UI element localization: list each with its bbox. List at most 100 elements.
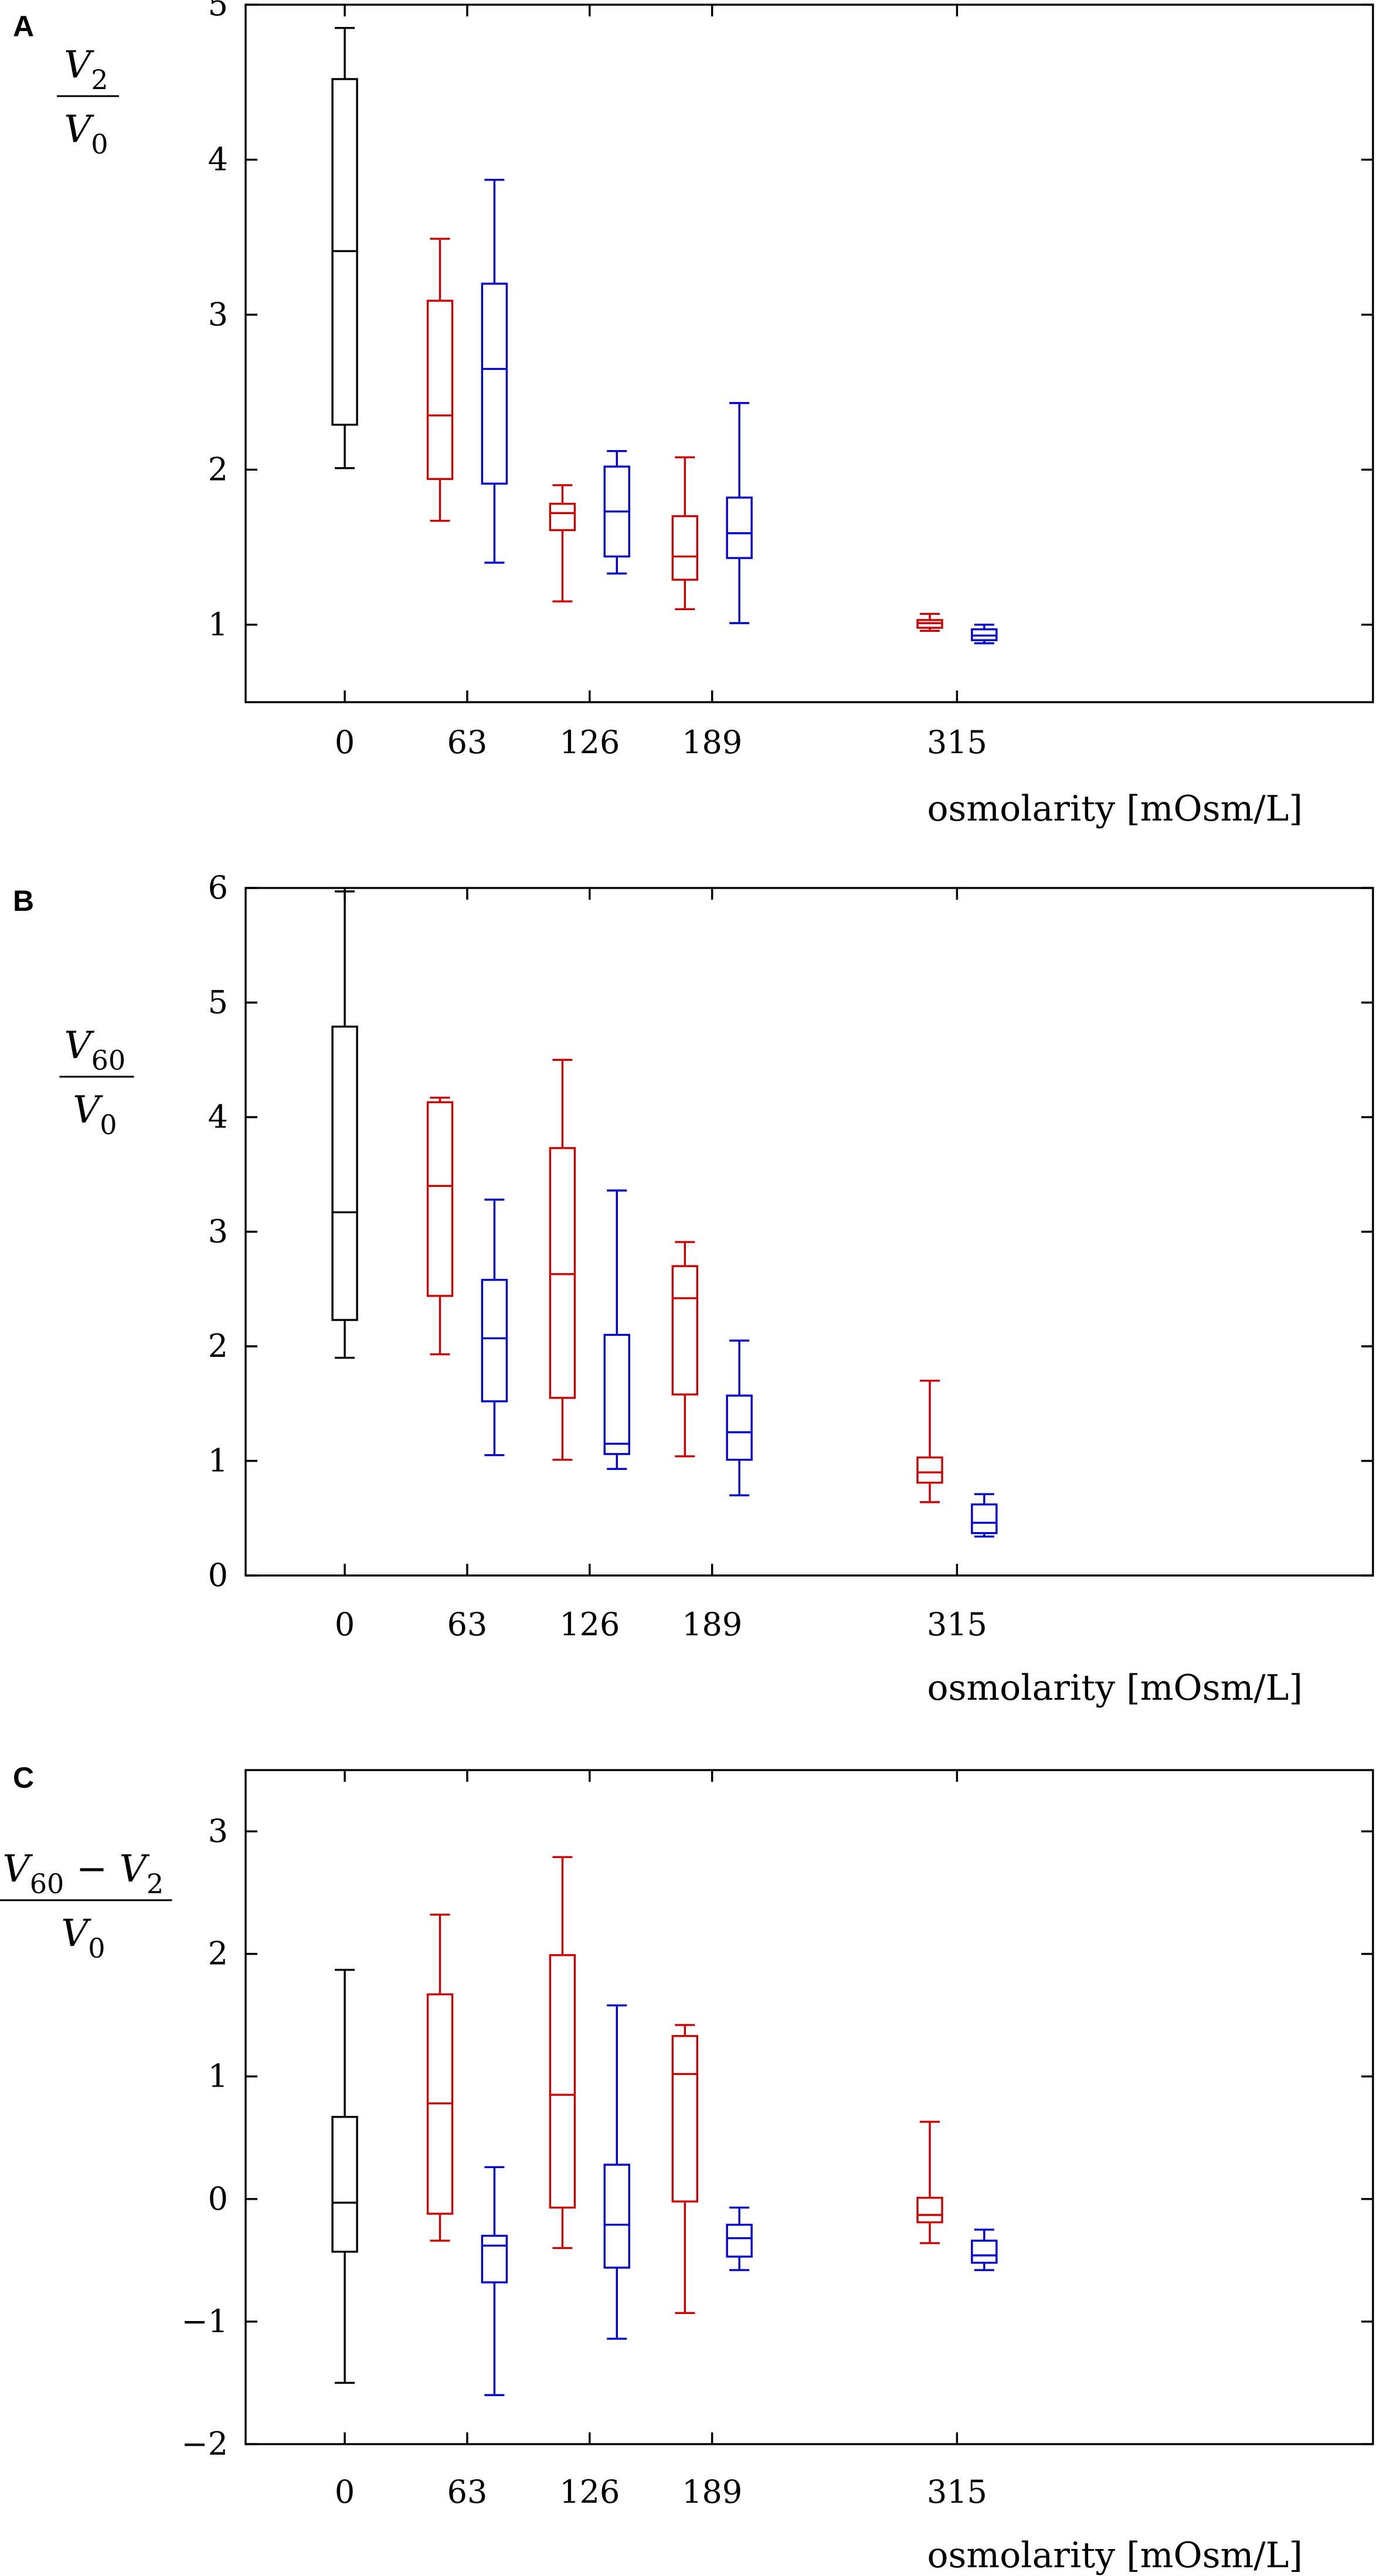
x-axis-label: osmolarity [mOsm/L] (927, 2535, 1303, 2576)
y-tick-label: 5 (208, 984, 228, 1021)
y-tick-label: 3 (208, 1813, 228, 1850)
box-iqr (726, 2224, 753, 2258)
plot-frame (244, 1769, 1374, 2445)
plot-frame (244, 887, 1374, 1577)
svg-text:V2: V2 (64, 43, 112, 96)
box-blue-189 (726, 401, 753, 624)
box-iqr (916, 1456, 943, 1484)
box-iqr (481, 1278, 508, 1403)
box-blue-189 (726, 1339, 753, 1496)
x-tick-label: 63 (447, 1606, 488, 1643)
box-blue-126 (603, 450, 630, 575)
box-red-126 (549, 1059, 576, 1461)
box-blue-315 (971, 1493, 998, 1538)
y-tick-label: 1 (208, 2058, 228, 2095)
x-tick-label: 315 (927, 2473, 987, 2510)
y-tick-label: 1 (208, 606, 228, 643)
x-tick-label: 189 (682, 724, 742, 761)
box-iqr (726, 496, 753, 559)
box-iqr (971, 2240, 998, 2264)
y-tick-label: −1 (181, 2303, 228, 2340)
y-tick-label: 3 (208, 1213, 228, 1250)
y-tick-label: 6 (208, 869, 228, 906)
y-axis-label: V2 V0 (57, 43, 119, 160)
box-red-315 (916, 2121, 943, 2244)
box-red-63 (426, 237, 454, 522)
plot-frame (244, 4, 1374, 703)
box-black-0 (331, 26, 358, 469)
x-tick-label: 315 (927, 724, 987, 761)
box-iqr (549, 1954, 576, 2209)
box-iqr (603, 1333, 630, 1455)
x-axis-label: osmolarity [mOsm/L] (927, 788, 1303, 829)
box-red-126 (549, 484, 576, 603)
box-red-189 (671, 2024, 699, 2314)
box-iqr (426, 300, 454, 480)
y-tick-label: 1 (208, 1442, 228, 1479)
x-tick-label: 0 (335, 1606, 355, 1643)
x-tick-label: 63 (447, 724, 488, 761)
box-iqr (549, 1147, 576, 1399)
box-iqr (331, 2116, 358, 2253)
box-red-126 (549, 1856, 576, 2250)
y-axis-label: V60 V0 (59, 1024, 134, 1141)
svg-text:V0: V0 (73, 1088, 121, 1141)
svg-text:V0: V0 (64, 108, 112, 160)
box-blue-63 (481, 2166, 508, 2397)
svg-text:V60 − V2: V60 − V2 (2, 1847, 167, 1900)
x-tick-label: 126 (559, 2473, 620, 2510)
box-red-315 (916, 1379, 943, 1503)
box-red-63 (426, 1097, 454, 1356)
y-tick-label: 5 (208, 0, 228, 23)
x-tick-label: 126 (559, 1606, 620, 1643)
panel-c: C −2 −1 0 1 2 3 0 63 126 189 315 osmolarity [mOsm/L]… (0, 1761, 1374, 2576)
box-iqr (481, 283, 508, 485)
box-red-63 (426, 1914, 454, 2242)
box-red-189 (671, 456, 699, 611)
box-blue-189 (726, 2206, 753, 2271)
y-tick-label: 0 (208, 2180, 228, 2217)
box-iqr (726, 1394, 753, 1461)
x-tick-label: 126 (559, 724, 620, 761)
box-iqr (426, 1101, 454, 1297)
x-tick-label: 0 (335, 2473, 355, 2510)
y-tick-label: −2 (181, 2425, 228, 2462)
panel-letter: C (13, 1761, 34, 1794)
x-tick-label: 63 (447, 2473, 488, 2510)
box-iqr (549, 502, 576, 532)
box-red-189 (671, 1241, 699, 1458)
panel-letter: A (13, 10, 34, 43)
panel-b: B 0 1 2 3 4 5 6 0 63 126 189 315 osmolarity [mOsm/L] V… (13, 869, 1374, 1709)
y-tick-label: 4 (208, 141, 228, 178)
box-iqr (331, 1025, 358, 1321)
y-tick-label: 4 (208, 1098, 228, 1135)
box-blue-63 (481, 179, 508, 564)
x-tick-label: 189 (682, 2473, 742, 2510)
box-blue-315 (971, 2228, 998, 2271)
box-iqr (603, 2163, 630, 2269)
box-blue-315 (971, 624, 998, 645)
y-tick-label: 3 (208, 296, 228, 333)
panel-letter: B (13, 884, 34, 917)
box-blue-63 (481, 1199, 508, 1457)
y-tick-label: 0 (208, 1557, 228, 1594)
box-black-0 (331, 890, 358, 1359)
y-tick-label: 2 (208, 451, 228, 488)
svg-text:V60: V60 (64, 1024, 129, 1076)
x-tick-label: 189 (682, 1606, 742, 1643)
box-red-315 (916, 612, 943, 632)
box-black-0 (331, 1969, 358, 2384)
box-iqr (916, 2197, 943, 2224)
y-axis-label: V60 − V2 V0 (0, 1847, 172, 1964)
x-tick-label: 0 (335, 724, 355, 761)
box-blue-126 (603, 1189, 630, 1470)
box-iqr (671, 1265, 699, 1396)
box-iqr (971, 1503, 998, 1534)
x-axis-label: osmolarity [mOsm/L] (927, 1668, 1303, 1709)
box-blue-126 (603, 2004, 630, 2340)
y-tick-label: 2 (208, 1935, 228, 1972)
panel-a: A 1 2 3 4 5 0 63 126 189 315 osmolarity [mOsm/L] V2 … (13, 0, 1374, 829)
box-iqr (671, 2035, 699, 2203)
box-iqr (481, 2234, 508, 2284)
